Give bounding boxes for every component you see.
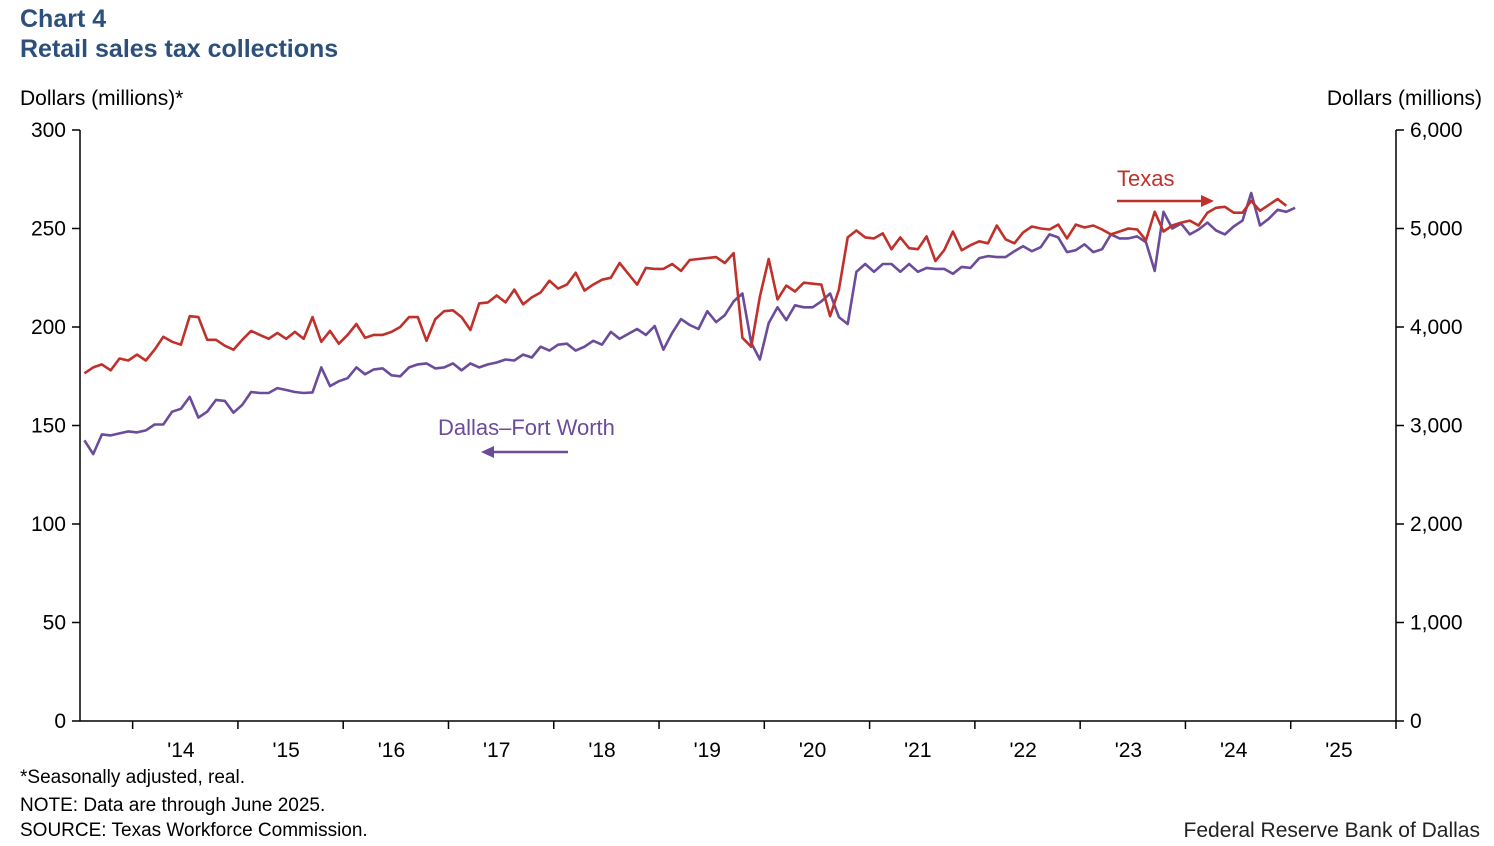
footnote-seasonal: *Seasonally adjusted, real. <box>20 767 245 788</box>
x-tick-label: '14 <box>167 739 195 762</box>
dfw-series-line <box>83 191 1296 456</box>
right-tick-label: 6,000 <box>1410 119 1463 142</box>
x-tick-label: '18 <box>588 739 615 762</box>
right-tick-label: 1,000 <box>1410 612 1463 635</box>
right-tick-label: 0 <box>1410 710 1422 733</box>
right-tick-label: 2,000 <box>1410 513 1463 536</box>
x-tick-label: '24 <box>1220 739 1248 762</box>
x-tick-label: '25 <box>1325 739 1352 762</box>
x-tick-label: '21 <box>904 739 931 762</box>
right-axis-unit-label: Dollars (millions) <box>1326 87 1482 110</box>
chart-title: Retail sales tax collections <box>20 35 339 63</box>
left-tick-label: 150 <box>31 415 66 438</box>
left-tick-label: 0 <box>54 710 66 733</box>
left-axis-unit-label: Dollars (millions)* <box>20 87 184 110</box>
left-tick-label: 100 <box>31 513 66 536</box>
dfw-arrow-head <box>481 446 494 458</box>
x-tick-label: '15 <box>272 739 299 762</box>
left-tick-label: 250 <box>31 218 66 241</box>
x-tick-label: '22 <box>1009 739 1036 762</box>
x-tick-label: '20 <box>799 739 826 762</box>
right-tick-label: 4,000 <box>1410 316 1463 339</box>
footnote-data-through: NOTE: Data are through June 2025. <box>20 795 326 816</box>
left-tick-label: 50 <box>43 612 66 635</box>
x-tick-label: '16 <box>378 739 405 762</box>
texas-arrow-head <box>1201 195 1214 207</box>
left-tick-label: 300 <box>31 119 66 142</box>
x-tick-label: '17 <box>483 739 510 762</box>
dfw-series-label: Dallas–Fort Worth <box>438 415 615 440</box>
footnote-source: SOURCE: Texas Workforce Commission. <box>20 820 368 841</box>
x-tick-label: '23 <box>1115 739 1142 762</box>
left-tick-label: 200 <box>31 316 66 339</box>
x-tick-label: '19 <box>694 739 721 762</box>
right-tick-label: 3,000 <box>1410 415 1463 438</box>
right-tick-label: 5,000 <box>1410 218 1463 241</box>
source-credit: Federal Reserve Bank of Dallas <box>1183 819 1480 842</box>
chart-number: Chart 4 <box>20 5 107 33</box>
texas-series-label: Texas <box>1117 166 1174 191</box>
texas-series-line <box>83 197 1288 375</box>
